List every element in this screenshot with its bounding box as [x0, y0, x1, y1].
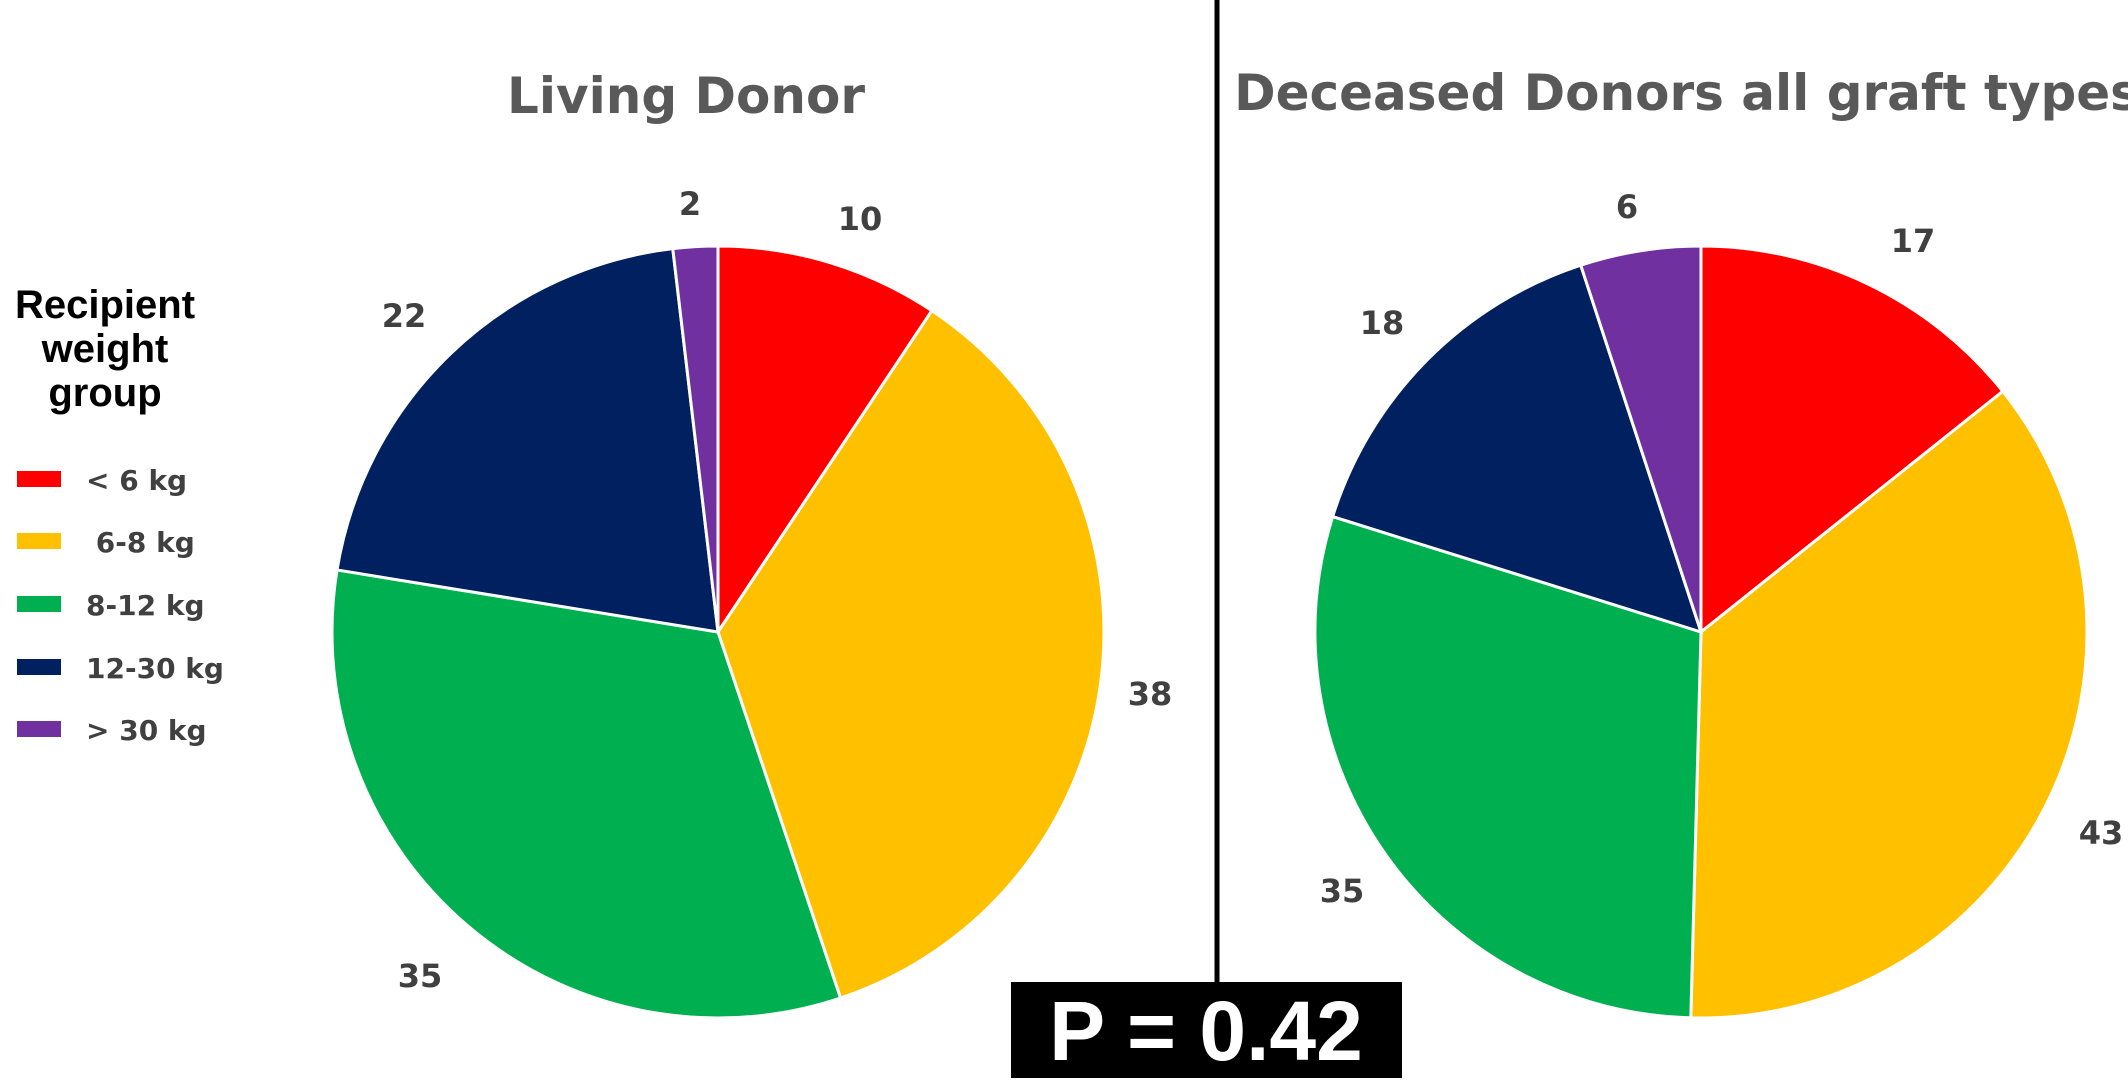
- legend-swatch-12-30: [17, 659, 61, 675]
- legend-title-line-1: Recipient: [15, 283, 195, 327]
- slice-lt6: [1699, 244, 2005, 636]
- data-label-12-30: 22: [382, 297, 427, 335]
- legend-swatch-8-12: [17, 596, 61, 612]
- legend-title-line-2: weight: [41, 327, 169, 371]
- slice-12-30: [335, 246, 720, 634]
- legend-title-line-3: group: [48, 371, 161, 415]
- legend-swatch-6-8: [17, 533, 61, 549]
- slice-8-12: [330, 568, 843, 1020]
- p-value-box: [1011, 982, 1402, 1078]
- data-label-6-8: 43: [2079, 814, 2124, 852]
- data-label-lt6: 10: [838, 200, 883, 238]
- pie-chart-deceased-donors: Deceased Donors all graft types 17 43 35…: [1234, 64, 2128, 1020]
- data-label-gt30: 2: [679, 185, 701, 223]
- slice-6-8: [1689, 389, 2089, 1020]
- data-label-6-8: 38: [1128, 675, 1173, 713]
- pie-chart-living-donor: Living Donor 10 38 35 22 2: [330, 67, 1173, 1020]
- legend-label-gt30: > 30 kg: [86, 714, 207, 747]
- chart-title-deceased-donors: Deceased Donors all graft types: [1234, 64, 2128, 122]
- data-label-lt6: 17: [1891, 222, 1936, 260]
- chart-title-living-donor: Living Donor: [507, 67, 865, 125]
- pie-slices: [1313, 244, 2089, 1020]
- p-value-badge: P = 0.42: [1011, 982, 1402, 1078]
- slice-gt30: [1578, 244, 1703, 633]
- slice-lt6: [716, 244, 934, 637]
- slice-gt30: [671, 244, 720, 633]
- data-label-gt30: 6: [1616, 188, 1638, 226]
- data-label-8-12: 35: [1320, 872, 1365, 910]
- legend-swatch-lt6: [17, 471, 61, 487]
- legend: Recipient weight group < 6 kg 6-8 kg 8-1…: [15, 283, 224, 747]
- slice-12-30: [1330, 263, 1704, 635]
- pie-slices: [330, 244, 1106, 1020]
- slice-6-8: [716, 308, 1106, 1000]
- legend-label-6-8: 6-8 kg: [86, 526, 195, 559]
- legend-label-lt6: < 6 kg: [86, 464, 187, 497]
- legend-label-12-30: 12-30 kg: [86, 652, 224, 685]
- legend-swatch-gt30: [17, 721, 61, 737]
- slice-8-12: [1313, 514, 1703, 1020]
- p-value-text: P = 0.42: [1049, 984, 1363, 1078]
- legend-label-8-12: 8-12 kg: [86, 589, 204, 622]
- data-label-8-12: 35: [398, 957, 443, 995]
- data-label-12-30: 18: [1360, 304, 1405, 342]
